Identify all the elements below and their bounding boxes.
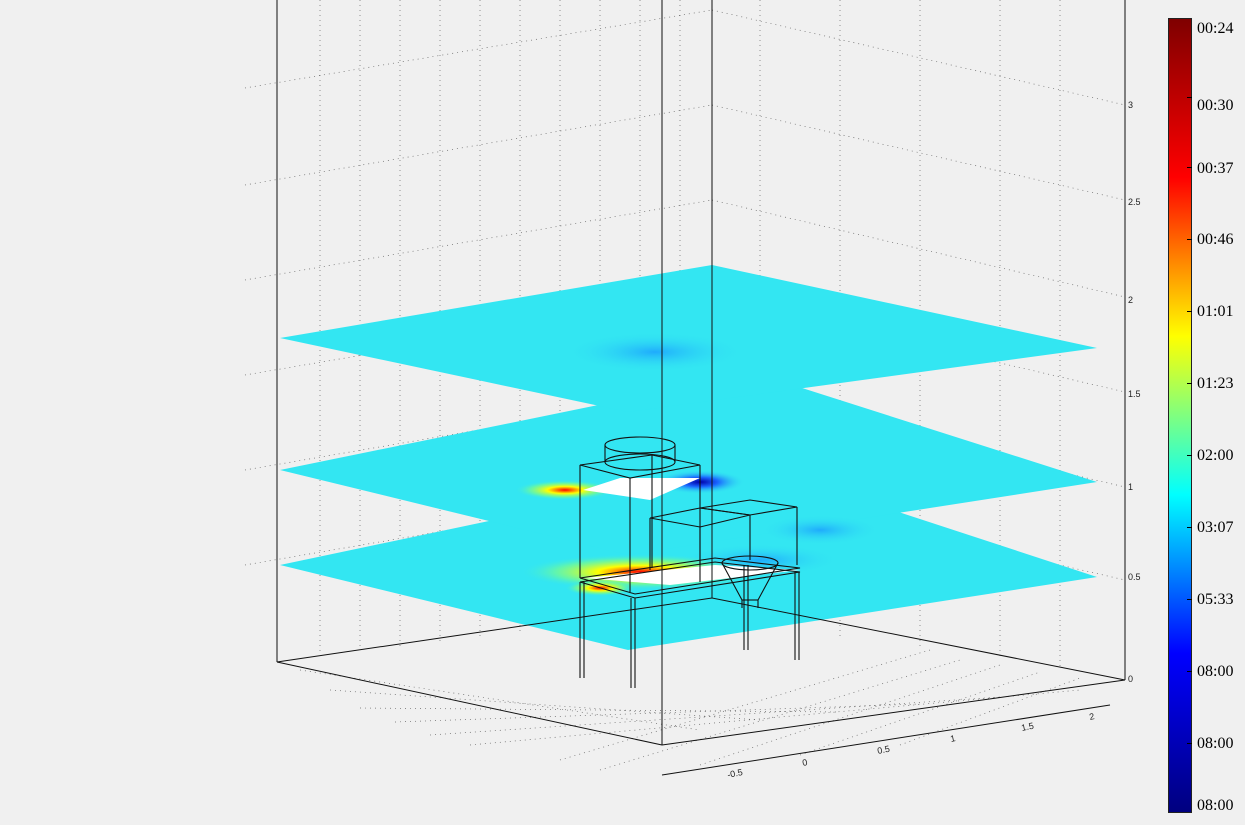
colorbar-tick [1187, 671, 1192, 672]
z-axis-ticks: 0 0.5 1 1.5 2 2.5 3 [1128, 100, 1141, 684]
colorbar-tick [1187, 239, 1192, 240]
slice-planes [280, 265, 1097, 650]
z-tick-label: 2.5 [1128, 197, 1141, 207]
colorbar-label: 08:00 [1197, 797, 1234, 814]
colorbar-label: 00:30 [1197, 97, 1234, 114]
colorbar-label: 02:00 [1197, 447, 1234, 464]
colorbar-label: 01:01 [1197, 303, 1234, 320]
colorbar [1168, 18, 1192, 813]
scene-svg: 0 0.5 1 1.5 2 2.5 3 -0.5 0 0.5 1 1.5 2 [244, 0, 1141, 780]
colorbar-tick [1187, 97, 1192, 98]
x-tick-label: -0.5 [726, 767, 743, 780]
x-tick-label: 1 [949, 733, 956, 744]
z-tick-label: 3 [1128, 100, 1133, 110]
z-tick-label: 0 [1128, 674, 1133, 684]
x-axis-ticks: -0.5 0 0.5 1 1.5 2 [726, 711, 1095, 780]
colorbar-tick [1187, 599, 1192, 600]
z-tick-label: 2 [1128, 295, 1133, 305]
colorbar-label: 08:00 [1197, 663, 1234, 680]
z-tick-label: 1 [1128, 482, 1133, 492]
colorbar-label: 00:37 [1197, 160, 1234, 177]
x-tick-label: 0.5 [876, 744, 890, 756]
colorbar-label: 01:23 [1197, 375, 1234, 392]
z-tick-label: 1.5 [1128, 389, 1141, 399]
colorbar-label: 03:07 [1197, 519, 1234, 536]
x-tick-label: 2 [1088, 711, 1095, 722]
colorbar-tick [1187, 167, 1192, 168]
slice-plane-middle [280, 373, 1097, 555]
bounding-box [276, 0, 1126, 776]
x-tick-label: 1.5 [1020, 721, 1034, 733]
3d-plot-viewport[interactable]: 0 0.5 1 1.5 2 2.5 3 -0.5 0 0.5 1 1.5 2 [0, 0, 1150, 820]
equipment-wireframe [579, 436, 801, 688]
colorbar-label: 08:00 [1197, 735, 1234, 752]
colorbar-tick [1187, 383, 1192, 384]
colorbar-tick [1187, 743, 1192, 744]
colorbar-label: 00:46 [1197, 231, 1234, 248]
x-tick-label: 0 [801, 757, 808, 768]
z-tick-label: 0.5 [1128, 572, 1141, 582]
colorbar-tick [1187, 311, 1192, 312]
colorbar-label: 05:33 [1197, 591, 1234, 608]
colorbar-tick [1187, 455, 1192, 456]
colorbar-label: 00:24 [1197, 20, 1234, 37]
colorbar-tick [1187, 527, 1192, 528]
